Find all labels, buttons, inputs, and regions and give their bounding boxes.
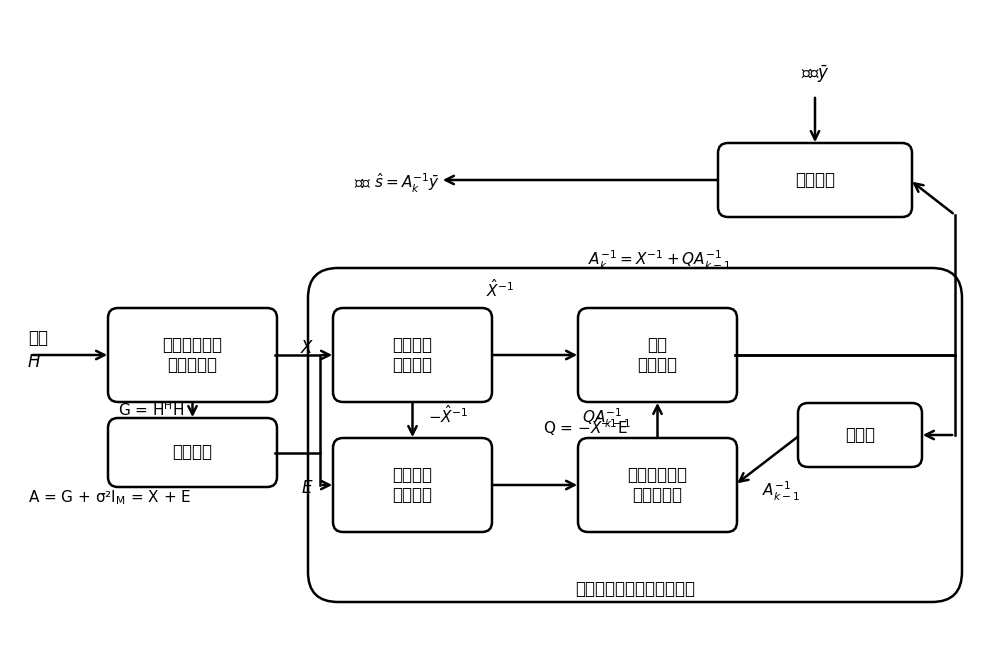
Text: $-\hat{X}^{-1}$: $-\hat{X}^{-1}$ (428, 404, 468, 426)
FancyBboxPatch shape (718, 143, 912, 217)
FancyBboxPatch shape (333, 438, 492, 532)
Text: E: E (302, 479, 312, 497)
Text: 三对角阵
求逆模块: 三对角阵 求逆模块 (392, 335, 432, 374)
Text: 矩阵
加法模块: 矩阵 加法模块 (638, 335, 678, 374)
Text: G = H$^{\sf H}$H: G = H$^{\sf H}$H (118, 401, 184, 419)
Text: 下三角脉动矩
阵乘法模块: 下三角脉动矩 阵乘法模块 (162, 335, 222, 374)
Text: 加噪模块: 加噪模块 (173, 444, 212, 462)
Text: 基于诺依曼级数的迭代模块: 基于诺依曼级数的迭代模块 (575, 580, 695, 598)
FancyBboxPatch shape (333, 308, 492, 402)
Text: Q = $-\hat{X}^{-1}$E: Q = $-\hat{X}^{-1}$E (543, 414, 628, 438)
FancyBboxPatch shape (108, 308, 277, 402)
Text: $A^{-1}_k = X^{-1} + QA^{-1}_{k-1}$: $A^{-1}_k = X^{-1} + QA^{-1}_{k-1}$ (588, 249, 731, 272)
Text: 寄存器: 寄存器 (845, 426, 875, 444)
FancyBboxPatch shape (578, 308, 737, 402)
Text: $\hat{X}^{-1}$: $\hat{X}^{-1}$ (486, 278, 514, 300)
Text: 检测模块: 检测模块 (795, 171, 835, 189)
Text: 输入$\bar{y}$: 输入$\bar{y}$ (801, 64, 829, 85)
Text: A = G + σ²I$_{\sf M}$ = X + E: A = G + σ²I$_{\sf M}$ = X + E (28, 489, 191, 508)
Text: 三对角阵
乘法模块: 三对角阵 乘法模块 (392, 466, 432, 504)
Text: $QA^{-1}_{k-1}$: $QA^{-1}_{k-1}$ (582, 407, 631, 430)
Text: X: X (301, 339, 312, 357)
FancyBboxPatch shape (308, 268, 962, 602)
FancyBboxPatch shape (108, 418, 277, 487)
FancyBboxPatch shape (578, 438, 737, 532)
Text: H: H (28, 353, 40, 371)
Text: 下三角脉动矩
阵乘法模块: 下三角脉动矩 阵乘法模块 (628, 466, 688, 504)
Text: 输出 $\hat{s} = A^{-1}_k\bar{y}$: 输出 $\hat{s} = A^{-1}_k\bar{y}$ (354, 172, 440, 195)
Text: $A^{-1}_{k-1}$: $A^{-1}_{k-1}$ (762, 480, 800, 503)
FancyBboxPatch shape (798, 403, 922, 467)
Text: 输入: 输入 (28, 329, 48, 347)
